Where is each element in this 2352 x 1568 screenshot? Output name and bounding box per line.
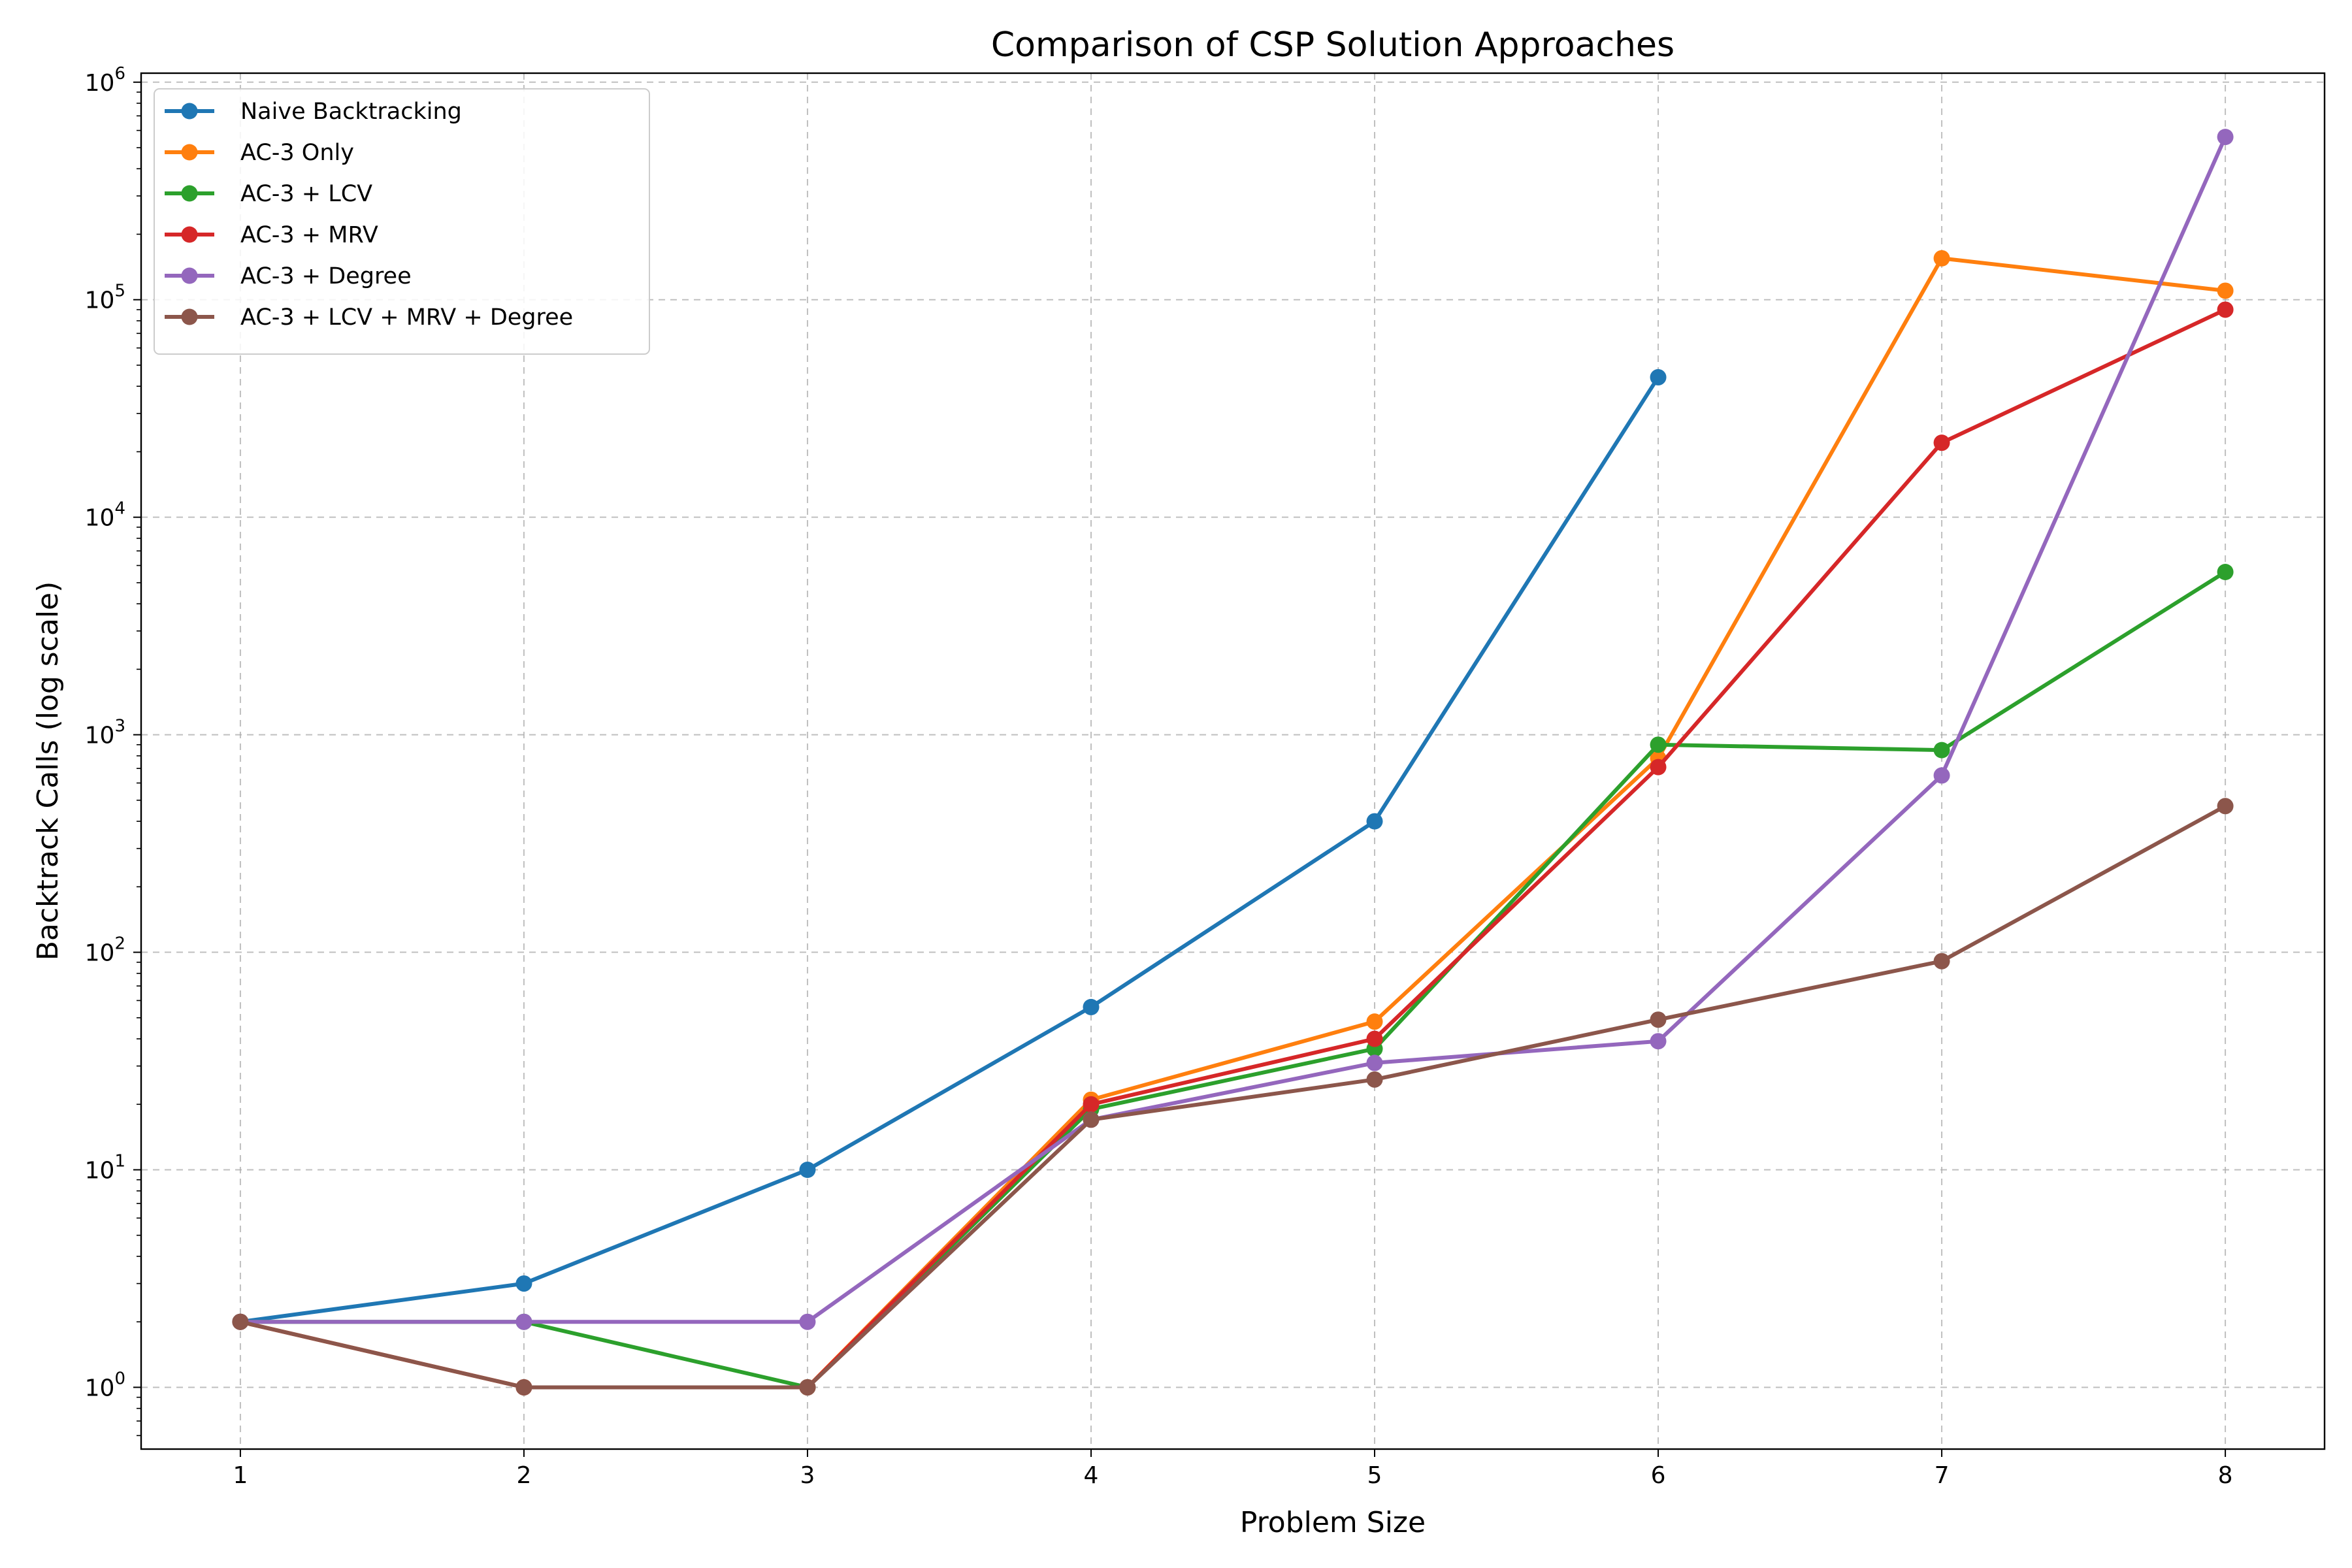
y-tick-base-6: 10: [85, 70, 115, 97]
y-tick-base-3: 10: [85, 723, 115, 749]
data-point-5-1: [515, 1379, 532, 1396]
y-tick-base-1: 10: [85, 1158, 115, 1184]
data-point-0-1: [515, 1275, 532, 1292]
legend-label-4: AC-3 + Degree: [240, 263, 412, 289]
data-point-4-7: [2217, 129, 2234, 146]
x-tick-label-5: 6: [1651, 1462, 1666, 1489]
data-point-1-7: [2217, 282, 2234, 299]
data-point-5-0: [232, 1313, 249, 1330]
legend-label-2: AC-3 + LCV: [240, 181, 372, 207]
data-point-3-5: [1650, 759, 1667, 776]
x-tick-label-7: 8: [2218, 1462, 2233, 1489]
series-group: [232, 129, 2234, 1396]
y-tick-exponent-0: 0: [114, 1369, 125, 1388]
legend-label-5: AC-3 + LCV + MRV + Degree: [240, 304, 573, 331]
y-tick-label-4: 104: [85, 499, 125, 532]
legend-label-1: AC-3 Only: [240, 140, 354, 166]
data-point-1-6: [1933, 250, 1950, 267]
plot-frame: [140, 72, 2326, 1450]
data-point-5-2: [799, 1379, 816, 1396]
series-line-0: [238, 375, 1661, 1324]
legend-swatch-marker-1: [181, 144, 198, 161]
x-tick-label-6: 7: [1935, 1462, 1950, 1489]
y-tick-label-1: 101: [85, 1152, 125, 1184]
chart-title: Comparison of CSP Solution Approaches: [991, 25, 1674, 65]
y-tick-label-6: 106: [85, 64, 125, 97]
legend-swatch-marker-3: [181, 226, 198, 243]
data-point-2-7: [2217, 564, 2234, 581]
legend-box: [154, 88, 650, 355]
legend-swatch-marker-5: [181, 308, 198, 325]
data-point-4-2: [799, 1313, 816, 1330]
data-point-2-5: [1650, 736, 1667, 753]
x-tick-label-0: 1: [233, 1462, 248, 1489]
x-tick-label-3: 4: [1084, 1462, 1099, 1489]
data-point-2-6: [1933, 742, 1950, 759]
data-point-4-4: [1366, 1054, 1383, 1071]
data-point-5-4: [1366, 1071, 1383, 1088]
legend-label-3: AC-3 + MRV: [240, 222, 378, 248]
data-point-4-1: [515, 1313, 532, 1330]
legend-swatch-marker-0: [181, 103, 198, 120]
x-tick-label-4: 5: [1367, 1462, 1382, 1489]
legend-swatch-marker-2: [181, 185, 198, 202]
data-point-3-6: [1933, 434, 1950, 451]
y-tick-exponent-5: 5: [114, 282, 125, 301]
y-tick-exponent-2: 2: [114, 934, 125, 954]
data-point-1-4: [1366, 1013, 1383, 1030]
y-tick-label-2: 102: [85, 934, 125, 967]
legend: Naive Backtracking AC-3 Only AC-3 + LCV AC-…: [154, 88, 650, 355]
y-tick-base-4: 10: [85, 505, 115, 532]
y-tick-base-2: 10: [85, 940, 115, 967]
y-tick-exponent-1: 1: [114, 1152, 125, 1171]
data-point-4-6: [1933, 767, 1950, 784]
data-point-0-3: [1083, 998, 1100, 1015]
data-point-3-7: [2217, 301, 2234, 318]
x-tick-label-1: 2: [516, 1462, 531, 1489]
series-line-5: [238, 804, 2228, 1390]
y-tick-base-5: 10: [85, 287, 115, 314]
series-line-2: [238, 570, 2228, 1390]
x-axis-label: Problem Size: [1240, 1506, 1426, 1539]
y-tick-exponent-4: 4: [114, 499, 125, 519]
y-tick-label-5: 105: [85, 282, 125, 314]
legend-swatch-marker-4: [181, 267, 198, 284]
data-point-5-3: [1083, 1111, 1100, 1128]
series-5: [232, 798, 2234, 1396]
y-tick-exponent-3: 3: [114, 717, 125, 736]
x-tick-label-2: 3: [800, 1462, 815, 1489]
data-point-5-6: [1933, 953, 1950, 970]
data-point-5-5: [1650, 1011, 1667, 1028]
data-point-5-7: [2217, 798, 2234, 815]
legend-label-0: Naive Backtracking: [240, 99, 462, 125]
y-tick-base-0: 10: [85, 1375, 115, 1401]
data-point-4-5: [1650, 1033, 1667, 1050]
data-point-3-4: [1366, 1030, 1383, 1047]
data-point-0-2: [799, 1162, 816, 1179]
y-tick-label-0: 100: [85, 1369, 125, 1401]
data-point-0-4: [1366, 813, 1383, 830]
y-tick-exponent-6: 6: [114, 64, 125, 84]
data-point-0-5: [1650, 368, 1667, 385]
y-axis-label: Backtrack Calls (log scale): [31, 581, 65, 961]
data-point-3-3: [1083, 1096, 1100, 1113]
series-line-4: [238, 135, 2228, 1324]
y-tick-label-3: 103: [85, 717, 125, 749]
